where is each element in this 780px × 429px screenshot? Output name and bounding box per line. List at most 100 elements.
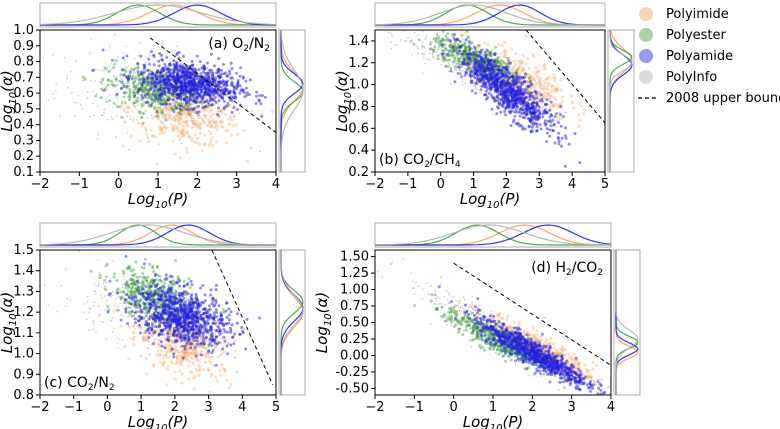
- upper-bound-line-a: [149, 37, 276, 133]
- x-tick-label: −2: [30, 177, 49, 192]
- y-tick-label: 1.50: [340, 250, 369, 265]
- side-density-a: [278, 29, 306, 173]
- top-density-polyimide: [375, 224, 612, 246]
- subplot-c: −2 −1 0 1 2 3 4 5 0.8 0.9 1.0 1.1 1.2 1.3 1.4 1.5 Log10(…: [0, 222, 306, 429]
- scatter-cloud-b: [388, 30, 605, 172]
- y-tick-label: 1.5: [13, 243, 34, 258]
- legend-item-polyimide: Polyimide: [639, 7, 729, 22]
- x-axis-label-c: Log10(P): [128, 413, 189, 429]
- top-density-frame: [39, 2, 277, 28]
- side-density-frame: [278, 249, 306, 396]
- y-tick-label: 0.3: [13, 133, 34, 148]
- legend-label: Polyimide: [666, 7, 729, 22]
- y-tick-label: 0.9: [13, 39, 34, 54]
- legend-item-polyester: Polyester: [639, 28, 727, 43]
- x-tick-label: 2: [171, 400, 179, 415]
- legend-marker-dot: [639, 49, 653, 63]
- scatter-cloud-c: [44, 250, 262, 395]
- scatter-cloud-a: [42, 33, 274, 166]
- upper-bound-line-c: [211, 250, 274, 385]
- y-tick-label: 0.9: [13, 367, 34, 382]
- side-density-polyinfo: [609, 30, 633, 172]
- x-tick-label: −2: [365, 177, 384, 192]
- x-axis-label-b: Log10(P): [460, 190, 521, 211]
- panel-title-c: (c) CO2/N2: [44, 375, 115, 393]
- top-density-polyamide: [375, 224, 612, 246]
- y-tick-label: 0.4: [348, 143, 369, 158]
- side-density-c: [278, 249, 306, 396]
- y-tick-label: 1.00: [340, 283, 369, 298]
- x-tick-label: 3: [535, 177, 543, 192]
- x-tick-label: 3: [204, 400, 212, 415]
- side-density-polyinfo: [280, 250, 304, 395]
- y-tick-label: 0.6: [13, 86, 34, 101]
- x-tick-label: 1: [154, 177, 162, 192]
- side-density-polyimide: [609, 29, 633, 172]
- top-density-a: [39, 2, 277, 28]
- y-axis-label-c: Log10(α): [0, 292, 19, 353]
- y-tick-label: -0.50: [335, 381, 369, 396]
- x-tick-label: −2: [30, 400, 49, 415]
- top-density-polyinfo: [374, 224, 611, 246]
- top-density-polyamide: [40, 4, 276, 26]
- subplot-d: −2 −1 0 1 2 3 4 -0.50-0.25 0.000.250.50 0.751.00 1…: [313, 222, 641, 429]
- y-tick-label: 1.4: [13, 264, 34, 279]
- x-tick-label: −1: [405, 400, 424, 415]
- top-density-frame: [39, 222, 277, 248]
- side-density-polyimide: [280, 250, 304, 395]
- y-tick-label: 0.8: [13, 388, 34, 403]
- top-density-c: [39, 222, 277, 248]
- panel-title-d: (d) H2/CO2: [531, 260, 603, 278]
- legend-label: 2008 upper bound: [666, 91, 780, 106]
- y-tick-label: 1.25: [340, 266, 369, 281]
- y-tick-label: 1.4: [348, 34, 369, 49]
- top-density-frame: [374, 2, 606, 28]
- x-tick-label: 0: [103, 400, 111, 415]
- y-tick-label: 1.0: [348, 78, 369, 93]
- x-axis-label-d: Log10(P): [463, 413, 524, 429]
- x-tick-label: 1: [489, 400, 497, 415]
- x-tick-label: 1: [469, 177, 477, 192]
- series-polyamide-points: [437, 285, 607, 395]
- y-tick-label: 0.25: [340, 332, 369, 347]
- top-density-polyamide: [375, 4, 605, 26]
- y-tick-label: 0.50: [340, 316, 369, 331]
- x-tick-label: 0: [115, 177, 123, 192]
- top-density-polyinfo: [39, 224, 276, 246]
- y-tick-label: 1.1: [13, 326, 34, 341]
- top-density-frame: [374, 222, 612, 248]
- y-tick-label: -0.25: [335, 365, 369, 380]
- x-tick-label: −1: [70, 177, 89, 192]
- x-tick-label: 4: [272, 177, 280, 192]
- upper-bound-line-d: [453, 262, 611, 366]
- legend-item-polyinfo: PolyInfo: [639, 70, 717, 85]
- x-tick-label: 3: [568, 400, 576, 415]
- series-polyamide-points: [106, 254, 262, 367]
- legend: Polyimide Polyester Polyamide PolyInfo 2008 …: [638, 7, 780, 106]
- y-tick-label: 1.3: [13, 284, 34, 299]
- side-density-b: [607, 29, 635, 173]
- side-density-polyinfo: [615, 250, 639, 395]
- y-tick-label: 1.2: [348, 56, 369, 71]
- y-axis-label-b: Log10(α): [333, 70, 354, 131]
- y-tick-label: 0.8: [13, 55, 34, 70]
- x-tick-label: 2: [193, 177, 201, 192]
- side-density-frame: [278, 29, 306, 173]
- x-tick-label: 2: [502, 177, 510, 192]
- side-density-polyamide: [609, 29, 633, 172]
- legend-label: PolyInfo: [666, 70, 717, 85]
- x-tick-label: 3: [233, 177, 241, 192]
- y-tick-label: 0.8: [348, 99, 369, 114]
- plot-frame-b: [374, 29, 606, 173]
- x-tick-label: 4: [238, 400, 246, 415]
- top-density-polyinfo: [374, 4, 605, 26]
- top-density-polyinfo: [39, 4, 277, 26]
- x-tick-label: 5: [272, 400, 280, 415]
- legend-marker-dot: [639, 7, 653, 21]
- side-density-d: [613, 249, 641, 396]
- legend-label: Polyamide: [666, 49, 733, 64]
- x-tick-label: 5: [601, 177, 609, 192]
- y-tick-label: 0.2: [348, 165, 369, 180]
- series-polyamide-points: [91, 48, 267, 118]
